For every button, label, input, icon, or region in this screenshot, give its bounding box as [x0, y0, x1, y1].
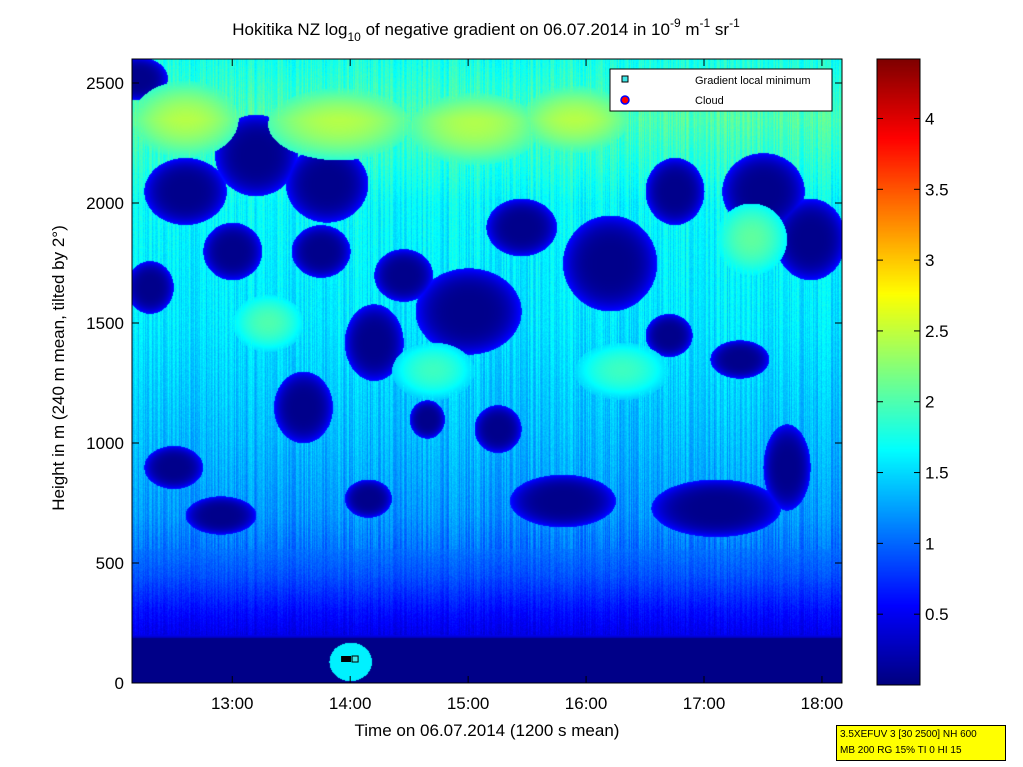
- legend-label-cloud: Cloud: [695, 95, 724, 107]
- y-tick-label: 1000: [86, 434, 124, 453]
- x-tick-label: 15:00: [447, 694, 490, 713]
- x-tick-label: 16:00: [565, 694, 608, 713]
- colorbar-frame: [876, 58, 921, 686]
- info-line-2: MB 200 RG 15% TI 0 HI 15: [840, 745, 962, 756]
- y-tick-label: 0: [115, 674, 124, 693]
- gradient-local-minimum-marker: [351, 655, 359, 663]
- colorbar-tick-label: 3.5: [925, 180, 949, 199]
- chart-title: Hokitika NZ log10 of negative gradient o…: [232, 16, 740, 44]
- colorbar-tick-label: 3: [925, 251, 934, 270]
- x-tick-label: 17:00: [683, 694, 726, 713]
- colorbar-tick-label: 1: [925, 534, 934, 553]
- colorbar-tick-label: 2.5: [925, 322, 949, 341]
- plot-area: 13:00 14:00 15:00 16:00 17:00 18:00 0 500 1000 1…: [86, 58, 843, 713]
- y-tick-label: 1500: [86, 314, 124, 333]
- plot-frame: [131, 58, 843, 684]
- y-tick-label: 500: [96, 554, 124, 573]
- info-box: 3.5XEFUV 3 [30 2500] NH 600 MB 200 RG 15…: [836, 725, 1006, 761]
- local-minimum-bar: [341, 656, 352, 662]
- colorbar-tick-label: 2: [925, 393, 934, 412]
- heatmap: [132, 59, 842, 683]
- x-tick-label: 18:00: [801, 694, 844, 713]
- legend: Gradient local minimum Cloud: [609, 68, 833, 112]
- legend-box: [609, 68, 833, 112]
- info-line-1: 3.5XEFUV 3 [30 2500] NH 600: [840, 729, 977, 740]
- x-tick-label: 13:00: [211, 694, 254, 713]
- colorbar-tick-label: 1.5: [925, 464, 949, 483]
- legend-label-gradient-minimum: Gradient local minimum: [695, 75, 811, 87]
- legend-square-marker-icon: [621, 75, 629, 83]
- y-axis: 0 500 1000 1500 2000 2500: [86, 74, 842, 693]
- x-axis: 13:00 14:00 15:00 16:00 17:00 18:00: [211, 59, 843, 713]
- colorbar-tick-label: 0.5: [925, 605, 949, 624]
- legend-cloud-marker-icon: [620, 95, 630, 105]
- y-axis-label: Height in m (240 m mean, tilted by 2°): [49, 225, 68, 511]
- y-tick-label: 2500: [86, 74, 124, 93]
- colorbar-gradient: [877, 59, 920, 685]
- y-tick-label: 2000: [86, 194, 124, 213]
- x-tick-label: 14:00: [329, 694, 372, 713]
- x-axis-label: Time on 06.07.2014 (1200 s mean): [355, 721, 620, 740]
- colorbar: 0.5 1 1.5 2 2.5 3 3.5 4: [876, 58, 949, 686]
- colorbar-tick-label: 4: [925, 109, 934, 128]
